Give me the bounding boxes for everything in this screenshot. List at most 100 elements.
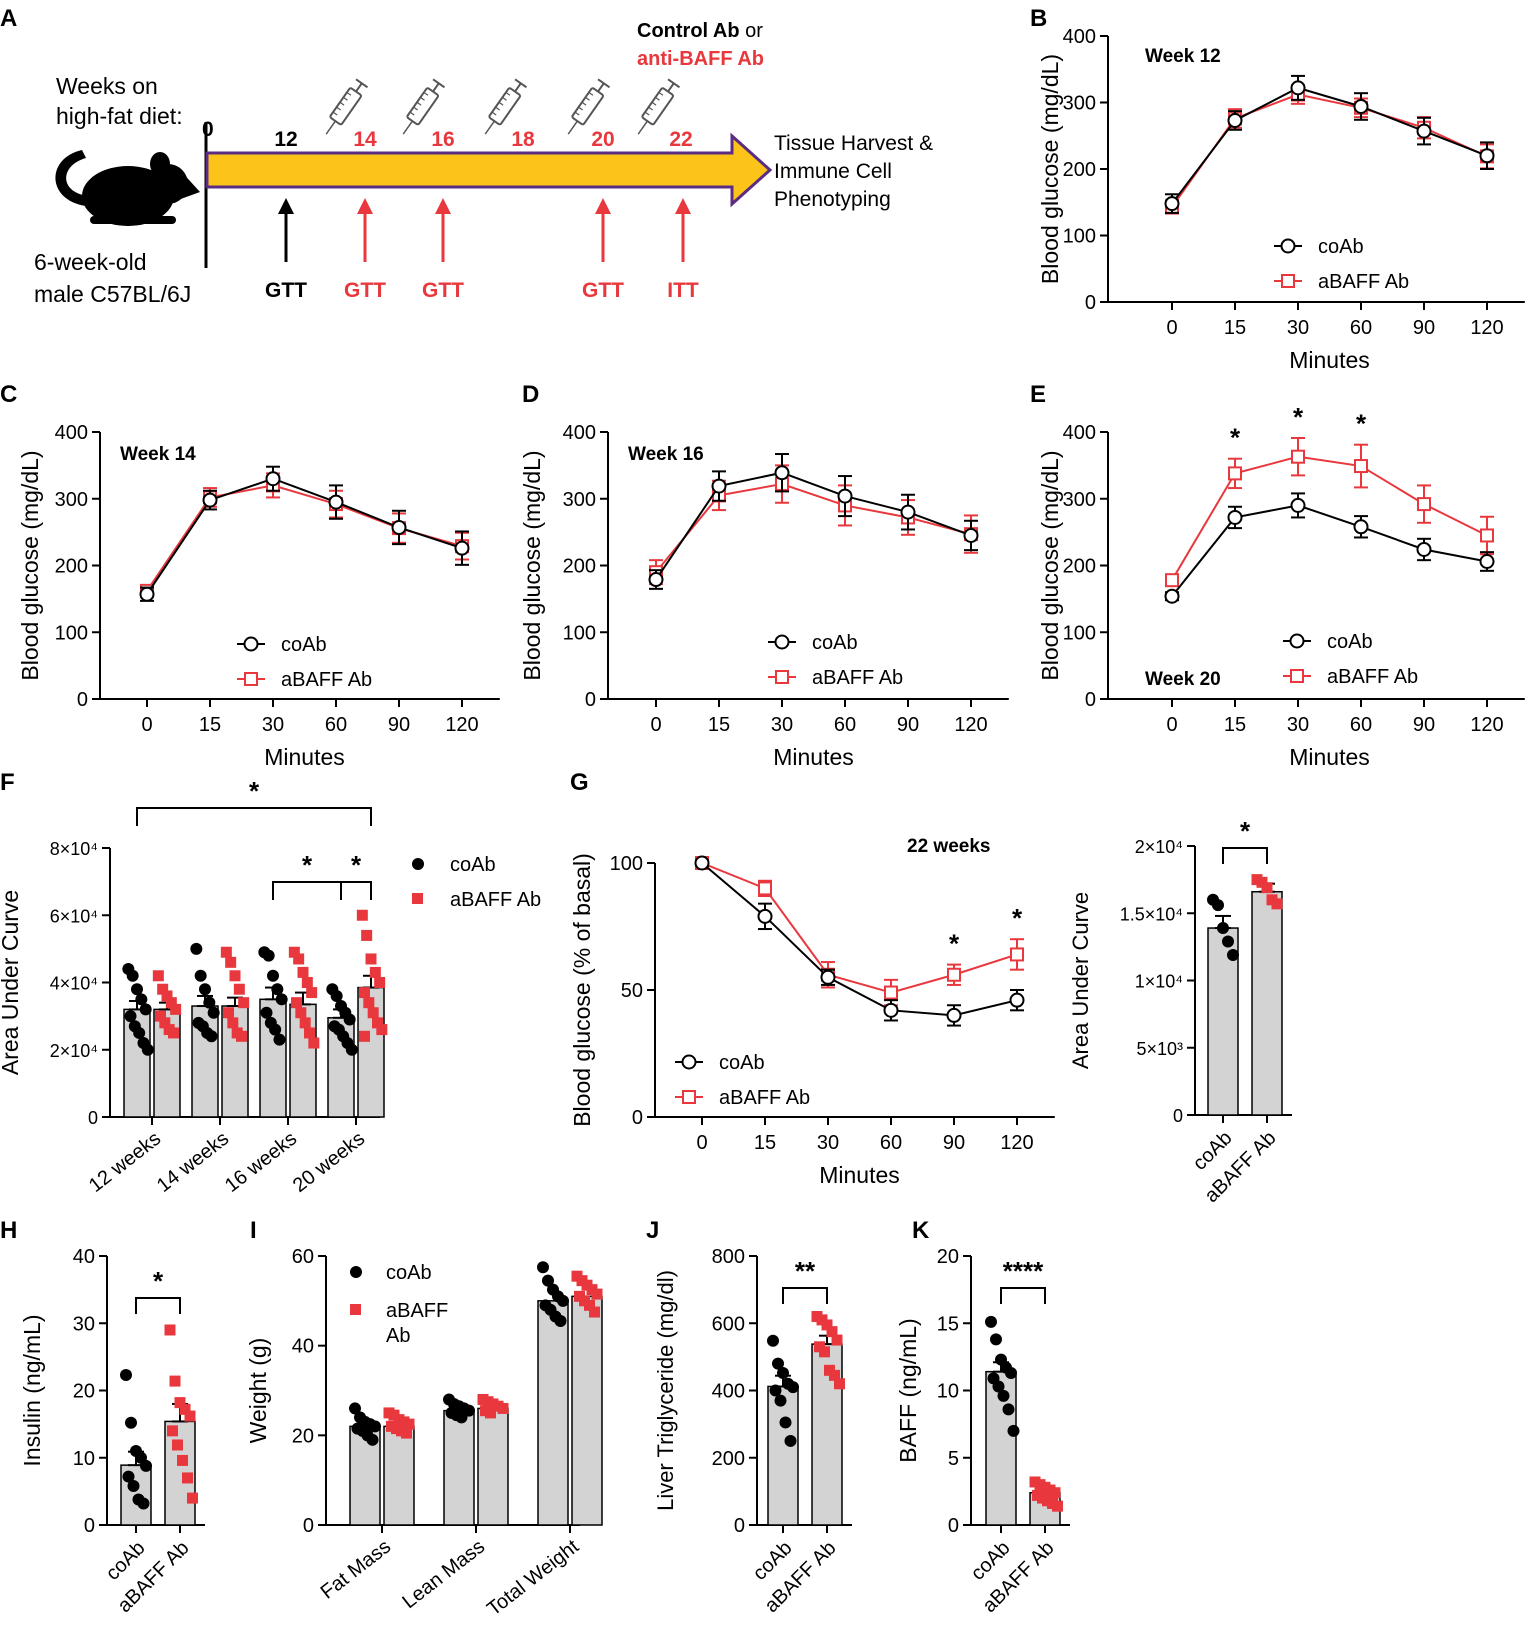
x-tick-label: 15 [199, 714, 221, 736]
data-point [963, 527, 979, 543]
data-dot [155, 1010, 166, 1022]
legend-label: coAb [281, 634, 327, 656]
data-dot [834, 1378, 845, 1390]
data-dot [269, 1023, 282, 1036]
series-abaff [1165, 437, 1494, 588]
y-tick-label: 4×10⁴ [50, 974, 98, 994]
data-dot [271, 983, 284, 996]
data-point [694, 855, 710, 871]
y-axis-label: Blood glucose (mg/dL) [519, 450, 545, 680]
y-tick-label: 400 [1063, 422, 1096, 444]
data-dot [169, 1375, 181, 1387]
y-axis-label: Weight (g) [245, 1338, 271, 1444]
y-tick-label: 10 [937, 1381, 959, 1403]
legend-label: coAb [719, 1052, 765, 1074]
data-point [1416, 541, 1432, 557]
data-point [1416, 123, 1432, 139]
y-axis-label: Area Under Curve [1068, 892, 1093, 1069]
data-dot [137, 1497, 150, 1510]
series-abaff [649, 464, 978, 586]
legend-label: aBAFF Ab [719, 1087, 810, 1109]
y-tick-label: 2×10⁴ [50, 1041, 98, 1061]
data-dot [1271, 898, 1283, 910]
data-dot [139, 1003, 152, 1016]
data-dot [236, 1030, 247, 1042]
data-dot [207, 1006, 220, 1019]
y-tick-label: 300 [563, 489, 596, 511]
data-dot [361, 929, 373, 941]
data-point [711, 478, 727, 494]
end-label-line2: Immune Cell [774, 160, 892, 183]
panel-letter-h: H [0, 1217, 17, 1244]
syringe-barrel [329, 87, 362, 126]
syringe-tick [658, 91, 664, 96]
data-dot [455, 1411, 468, 1424]
x-tick-label: 120 [1000, 1132, 1033, 1154]
syringe-needle [325, 120, 336, 135]
chart-title: Week 16 [628, 444, 704, 465]
data-point [774, 634, 790, 650]
x-tick-label: 30 [817, 1132, 839, 1154]
x-tick-label: 60 [325, 714, 347, 736]
significance-bracket [782, 1287, 828, 1304]
data-dot [267, 969, 279, 982]
x-tick-label: 14 weeks [153, 1128, 233, 1197]
data-dot [1049, 1487, 1061, 1499]
y-tick-label: 5×10³ [1136, 1039, 1183, 1059]
legend-item: coAb [237, 634, 327, 656]
x-tick-label: 90 [943, 1132, 965, 1154]
legend-label: aBAFF Ab [812, 667, 903, 689]
x-axis-label: Minutes [819, 1162, 900, 1188]
y-tick-label: 0 [77, 689, 88, 711]
timeline-week-label: 22 [669, 128, 692, 151]
data-dot [1002, 1403, 1015, 1416]
data-dot [584, 1299, 595, 1311]
syringe-tick [495, 106, 500, 111]
bar-group-abaff [1029, 1476, 1063, 1526]
data-dot [819, 1346, 830, 1358]
timeline-week-label: 14 [353, 128, 377, 151]
data-dot [260, 1006, 273, 1019]
series-line [146, 477, 463, 595]
syringe-plunger-head [667, 78, 681, 89]
data-dot [177, 1454, 188, 1466]
data-point [1290, 669, 1304, 683]
data-dot [557, 1294, 569, 1307]
y-tick-label: 0 [585, 689, 596, 711]
data-dot [591, 1288, 603, 1300]
y-axis-label: Blood glucose (mg/dL) [1037, 450, 1063, 680]
y-tick-label: 400 [55, 422, 88, 444]
y-tick-label: 1×10⁴ [1135, 972, 1183, 992]
x-tick-label: 90 [1413, 317, 1435, 339]
legend-marker [412, 858, 424, 870]
y-tick-label: 200 [563, 556, 596, 578]
x-tick-label: 0 [696, 1132, 707, 1154]
data-dot [199, 983, 211, 996]
bar-group-abaff [1251, 874, 1283, 1116]
y-axis-label: Blood glucose (mg/dL) [17, 450, 43, 680]
legend: coAb aBAFF Ab [237, 634, 372, 691]
treatment-label-line1: Control Ab or [637, 20, 763, 42]
data-point [1353, 98, 1369, 114]
series-coab [1164, 74, 1495, 214]
data-point [244, 672, 258, 686]
data-dot [220, 946, 232, 958]
data-dot [167, 1425, 178, 1437]
syringe-icon [484, 78, 528, 135]
syringe-tick [491, 111, 497, 116]
legend-item: aBAFF Ab [237, 669, 372, 691]
legend-item: aBAFF Ab [1283, 666, 1418, 688]
data-dot [821, 1319, 833, 1331]
data-dot [1227, 948, 1239, 961]
significance-bracket [340, 881, 372, 900]
syringe-tick [336, 106, 341, 111]
data-dot [141, 1043, 154, 1056]
panel-letter-c: C [0, 381, 17, 408]
data-dot [779, 1416, 792, 1429]
syringe-icon [567, 78, 611, 135]
syringe-icons [325, 78, 681, 135]
data-point [837, 488, 853, 504]
data-point [243, 636, 259, 652]
